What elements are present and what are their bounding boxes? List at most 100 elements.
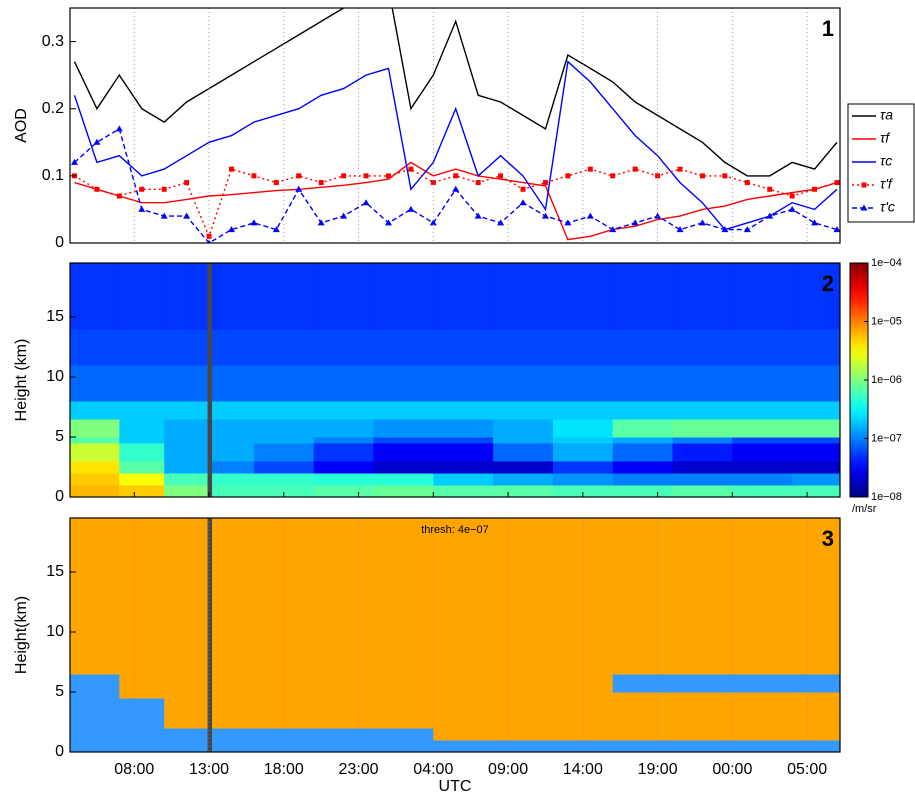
cell: [732, 437, 793, 444]
y-tick-label: 0.3: [42, 33, 64, 50]
mask-cell: [373, 518, 434, 585]
cell: [119, 401, 165, 420]
cell: [70, 401, 120, 420]
cell: [212, 329, 255, 366]
cell: [732, 419, 793, 438]
cell: [433, 365, 494, 402]
missing-data: [207, 473, 213, 486]
cell: [373, 401, 434, 420]
colorbar-tick-label: 1e−08: [871, 491, 902, 503]
cell: [313, 401, 375, 420]
mask-cell: [70, 518, 120, 585]
cell: [433, 401, 494, 420]
x-tick-label: 18:00: [264, 761, 304, 778]
cell: [164, 437, 209, 444]
series-line: [73, 8, 838, 177]
cell: [70, 443, 120, 462]
panel: τa τf τc τ'f τ'c 0 0.1 0.2 0.3 AOD 1: [13, 7, 915, 251]
mask-cell: [732, 674, 793, 693]
marker: [139, 186, 145, 192]
mask-cell: [672, 728, 733, 741]
cell: [672, 401, 733, 420]
cell: [119, 419, 165, 438]
marker: [609, 226, 617, 233]
mask-cell: [612, 584, 674, 621]
cell: [792, 263, 841, 330]
cell: [373, 485, 434, 498]
mask-cell: [612, 620, 674, 657]
mask-cell: [732, 620, 793, 657]
cell: [119, 473, 165, 486]
legend-marker: [861, 182, 867, 188]
marker: [541, 212, 549, 219]
marker: [497, 219, 505, 226]
y-tick-label: 15: [46, 563, 64, 580]
marker: [699, 173, 705, 179]
cell: [552, 263, 614, 330]
marker: [340, 212, 348, 219]
marker: [70, 158, 78, 165]
marker: [520, 186, 526, 192]
marker: [296, 173, 302, 179]
panel-number: 2: [822, 271, 834, 296]
mask-cell: [212, 698, 255, 717]
mask-cell: [373, 692, 434, 699]
mask-cell: [212, 656, 255, 675]
legend-label: τc: [880, 153, 892, 169]
cell: [552, 419, 614, 438]
missing-data: [207, 584, 213, 621]
marker: [586, 212, 594, 219]
cell: [792, 485, 841, 498]
mask-cell: [672, 716, 733, 729]
mask-cell: [493, 674, 554, 693]
legend-label: τ'c: [880, 199, 895, 215]
y-tick-label: 0.1: [42, 167, 64, 184]
mask-cell: [119, 620, 165, 657]
cell: [313, 365, 375, 402]
colorbar-tick-label: 1e−06: [871, 374, 902, 386]
cell: [70, 365, 120, 402]
plot-frame: [69, 262, 841, 498]
cell: [70, 473, 120, 486]
plot-area: [70, 8, 840, 243]
mask-cell: [433, 728, 494, 741]
cell: [732, 461, 793, 474]
cell: [253, 443, 315, 462]
mask-cell: [612, 656, 674, 675]
mask-cell: [732, 584, 793, 621]
cell: [672, 365, 733, 402]
mask-cell: [552, 692, 614, 699]
cell: [212, 365, 255, 402]
cell: [732, 329, 793, 366]
cell: [373, 437, 434, 444]
mask-cell: [373, 728, 434, 741]
cell: [672, 437, 733, 444]
mask-cell: [212, 728, 255, 741]
cell: [493, 461, 554, 474]
mask-cell: [70, 674, 120, 693]
mask-cell: [792, 740, 841, 753]
mask-cell: [119, 698, 165, 717]
y-tick-label: 10: [46, 368, 64, 385]
cell: [373, 419, 434, 438]
mask-cell: [212, 692, 255, 699]
marker: [251, 173, 257, 179]
mask-cell: [313, 698, 375, 717]
cell: [672, 473, 733, 486]
cell: [164, 461, 209, 474]
x-tick-label: 13:00: [189, 761, 229, 778]
colorbar-tick-label: 1e−07: [871, 432, 902, 444]
cell: [313, 485, 375, 498]
cell: [70, 437, 120, 444]
cell: [612, 437, 674, 444]
cell: [792, 443, 841, 462]
cell: [373, 263, 434, 330]
cell: [732, 263, 793, 330]
marker: [452, 185, 460, 192]
missing-data: [207, 401, 213, 420]
mask-cell: [732, 740, 793, 753]
mask-cell: [672, 698, 733, 717]
cell: [493, 443, 554, 462]
cell: [253, 485, 315, 498]
marker: [833, 226, 840, 233]
